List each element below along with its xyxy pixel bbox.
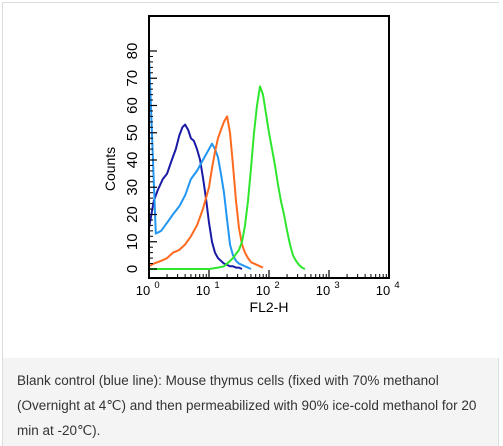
x-tick-label: 10	[196, 283, 210, 298]
x-tick-exponent: 1	[214, 280, 219, 291]
y-tick-label: 10	[124, 233, 141, 250]
caption-text: Blank control (blue line): Mouse thymus …	[17, 373, 477, 438]
y-tick-label: 20	[124, 206, 141, 223]
y-tick-label: 60	[124, 97, 141, 114]
series-layer	[148, 56, 306, 270]
figure-frame: 10 0 10 1 10 2 10 3 10 4 0 10 20 30 40 50 60 70 80 FL2-H …	[2, 2, 500, 359]
y-tick-label: 40	[124, 152, 141, 169]
x-tick-exponent: 3	[334, 280, 339, 291]
x-axis-title: FL2-H	[250, 299, 289, 315]
x-tick-label: 10	[316, 283, 330, 298]
x-tick-label: 10	[256, 283, 270, 298]
series-line-4	[149, 85, 306, 270]
y-tick-label: 70	[124, 70, 141, 87]
x-axis-ticks: 10 0 10 1 10 2 10 3 10 4	[136, 270, 400, 298]
x-tick-label: 10	[136, 283, 150, 298]
y-axis-ticks: 0 10 20 30 40 50 60 70 80	[124, 43, 157, 273]
y-tick-label: 50	[124, 124, 141, 141]
y-axis-title: Counts	[102, 147, 118, 191]
y-tick-label: 0	[124, 265, 141, 273]
x-tick-exponent: 2	[274, 280, 279, 291]
series-line-3	[148, 115, 264, 269]
x-tick-exponent: 0	[154, 280, 159, 291]
chart-background	[3, 3, 500, 359]
x-tick-exponent: 4	[394, 280, 399, 291]
y-tick-label: 80	[124, 43, 141, 60]
figure-caption: Blank control (blue line): Mouse thymus …	[2, 358, 499, 446]
series-line-1	[148, 123, 243, 270]
y-tick-label: 30	[124, 179, 141, 196]
x-tick-label: 10	[376, 283, 390, 298]
